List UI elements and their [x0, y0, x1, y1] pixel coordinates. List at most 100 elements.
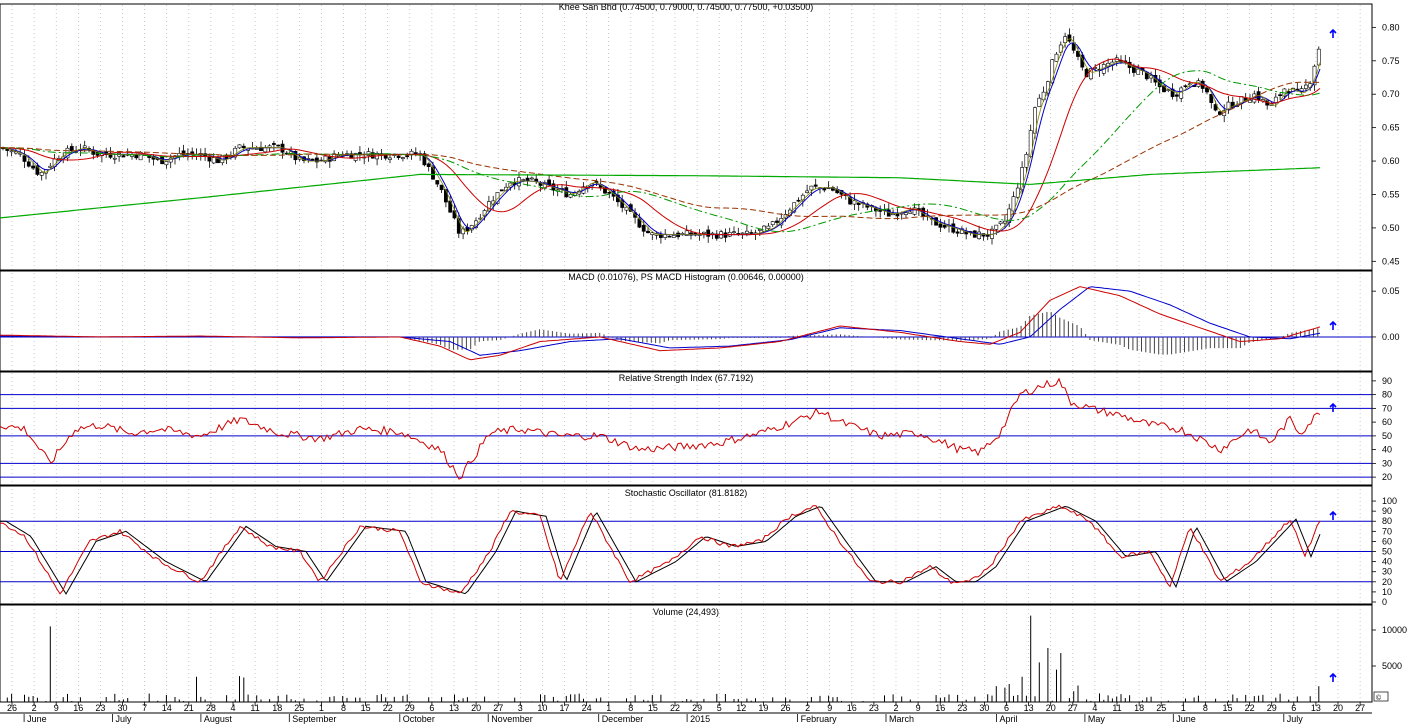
- candle-body: [1050, 59, 1055, 84]
- x-day-label: 4: [230, 703, 235, 713]
- stoch-tick-label: 10: [1382, 587, 1392, 597]
- candle-body: [1002, 220, 1007, 224]
- price-tick-label: 0.75: [1382, 56, 1400, 66]
- candle-body: [1028, 130, 1033, 157]
- stoch-tick-label: 40: [1382, 557, 1392, 567]
- candle-body: [998, 221, 1003, 225]
- rsi-tick-label: 60: [1382, 417, 1392, 427]
- candle-body: [701, 231, 706, 234]
- x-day-label: 8: [628, 703, 633, 713]
- candle-body: [671, 235, 676, 238]
- candle-body: [822, 188, 827, 191]
- rsi-line: [0, 377, 1321, 480]
- macd-panel-frame: [0, 270, 1373, 372]
- price-panel: Khee San Bhd (0.74500, 0.79000, 0.74500,…: [0, 2, 1400, 271]
- candle-body: [1299, 88, 1304, 93]
- candle-body: [955, 231, 960, 234]
- stoch-tick-label: 50: [1382, 547, 1392, 557]
- x-day-label: 16: [73, 703, 83, 713]
- stoch-up-arrow-icon: [1329, 510, 1337, 520]
- x-day-label: 8: [341, 703, 346, 713]
- candle-body: [1304, 84, 1308, 89]
- x-day-label: 10: [537, 703, 547, 713]
- candle-body: [740, 232, 745, 235]
- candle-body: [856, 202, 861, 205]
- candle-body: [646, 230, 650, 234]
- x-day-label: 6: [1004, 703, 1009, 713]
- candle-body: [710, 232, 715, 235]
- rsi-y-axis: 90 80 70 60 50 40 30 20: [1372, 376, 1392, 482]
- x-axis: 26 2 9 16 23 30 7 14 21 28 4 11 18 25 1 8 15 22 29 6 13 20 27 3…: [0, 702, 1372, 724]
- candle-body: [396, 155, 401, 159]
- candle-body: [706, 229, 711, 237]
- stoch-tick-label: 80: [1382, 516, 1392, 526]
- x-month-label: July: [116, 714, 133, 724]
- candle-body: [1316, 48, 1321, 66]
- x-day-label: 29: [1267, 703, 1277, 713]
- ma-short-line: [0, 42, 1321, 236]
- rsi-title: Relative Strength Index (67.7192): [619, 373, 754, 383]
- x-day-label: 6: [429, 703, 434, 713]
- x-day-label: 2: [893, 703, 898, 713]
- candle-body: [1015, 187, 1020, 198]
- candle-body: [495, 192, 500, 204]
- candle-body: [1067, 34, 1072, 42]
- rsi-tick-label: 90: [1382, 376, 1392, 386]
- x-day-label: 23: [95, 703, 105, 713]
- x-axis-month-labels: June July August September October November De…: [23, 714, 1303, 724]
- rsi-tick-label: 40: [1382, 445, 1392, 455]
- candle-body: [314, 157, 319, 163]
- price-series: [0, 28, 1321, 245]
- x-day-label: 26: [7, 703, 17, 713]
- candle-body: [762, 225, 767, 232]
- candle-body: [1205, 87, 1209, 93]
- rsi-tick-label: 70: [1382, 403, 1392, 413]
- price-tick-label: 0.50: [1382, 223, 1400, 233]
- x-day-label: 9: [916, 703, 921, 713]
- price-title: Khee San Bhd (0.74500, 0.79000, 0.74500,…: [559, 2, 813, 12]
- candle-body: [1209, 93, 1214, 103]
- x-month-label: February: [801, 714, 838, 724]
- candle-body: [121, 155, 126, 158]
- candle-body: [1054, 53, 1059, 62]
- candle-body: [809, 185, 814, 191]
- volume-tick-label: 10000: [1382, 625, 1407, 635]
- candle-body: [456, 218, 461, 234]
- candle-body: [426, 163, 431, 167]
- candle-body: [529, 177, 534, 180]
- x-day-label: 20: [1333, 703, 1343, 713]
- x-day-label: 13: [449, 703, 459, 713]
- x-day-label: 11: [1112, 703, 1121, 713]
- x-month-label: May: [1088, 714, 1106, 724]
- x-axis-day-ticks: 26 2 9 16 23 30 7 14 21 28 4 11 18 25 1 8 15 22 29 6 13 20 27 3…: [7, 702, 1365, 713]
- price-tick-label: 0.65: [1382, 123, 1400, 133]
- x-day-label: 20: [1046, 703, 1056, 713]
- candle-body: [39, 172, 44, 176]
- macd-y-axis: 0.05 0.00: [1372, 286, 1400, 342]
- candle-body: [431, 166, 435, 180]
- candle-body: [1218, 111, 1222, 115]
- candle-body: [994, 224, 999, 230]
- x-day-label: 29: [692, 703, 702, 713]
- price-tick-label: 0.55: [1382, 189, 1400, 199]
- stoch-tick-label: 90: [1382, 506, 1392, 516]
- x-day-label: 14: [162, 703, 172, 713]
- candle-body: [744, 230, 749, 234]
- x-month-label: June: [27, 714, 47, 724]
- candle-body: [938, 223, 943, 228]
- x-day-label: 27: [1355, 703, 1365, 713]
- x-day-label: 11: [250, 703, 259, 713]
- candle-body: [624, 206, 629, 211]
- stoch-d-line: [0, 505, 1321, 595]
- x-day-label: 2: [32, 703, 37, 713]
- x-month-label: December: [602, 714, 644, 724]
- candle-body: [1020, 167, 1025, 190]
- x-day-label: 13: [1024, 703, 1034, 713]
- price-tick-label: 0.60: [1382, 156, 1400, 166]
- price-up-arrow-icon: [1329, 28, 1337, 38]
- candle-body: [435, 180, 440, 185]
- x-day-label: 27: [1068, 703, 1078, 713]
- candle-body: [805, 190, 810, 193]
- x-day-label: 23: [869, 703, 879, 713]
